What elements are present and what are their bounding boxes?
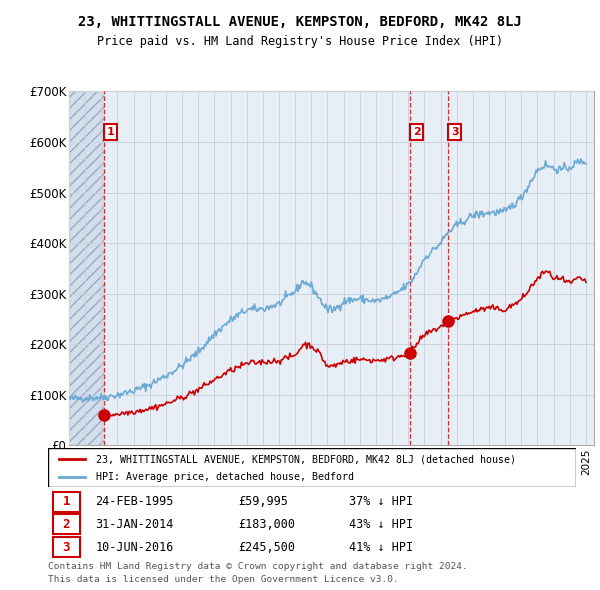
FancyBboxPatch shape bbox=[53, 492, 80, 512]
Text: Contains HM Land Registry data © Crown copyright and database right 2024.: Contains HM Land Registry data © Crown c… bbox=[48, 562, 468, 571]
Text: £183,000: £183,000 bbox=[238, 517, 295, 530]
Text: 23, WHITTINGSTALL AVENUE, KEMPSTON, BEDFORD, MK42 8LJ (detached house): 23, WHITTINGSTALL AVENUE, KEMPSTON, BEDF… bbox=[95, 454, 515, 464]
Text: £59,995: £59,995 bbox=[238, 496, 288, 509]
Text: 1: 1 bbox=[107, 127, 115, 137]
Text: 24-FEB-1995: 24-FEB-1995 bbox=[95, 496, 174, 509]
Text: HPI: Average price, detached house, Bedford: HPI: Average price, detached house, Bedf… bbox=[95, 472, 353, 482]
Text: 2: 2 bbox=[413, 127, 421, 137]
Text: This data is licensed under the Open Government Licence v3.0.: This data is licensed under the Open Gov… bbox=[48, 575, 399, 584]
Text: 1: 1 bbox=[63, 496, 70, 509]
FancyBboxPatch shape bbox=[53, 537, 80, 557]
Text: 43% ↓ HPI: 43% ↓ HPI bbox=[349, 517, 413, 530]
Text: Price paid vs. HM Land Registry's House Price Index (HPI): Price paid vs. HM Land Registry's House … bbox=[97, 35, 503, 48]
Text: 41% ↓ HPI: 41% ↓ HPI bbox=[349, 540, 413, 553]
Text: 3: 3 bbox=[63, 540, 70, 553]
Text: 2: 2 bbox=[63, 517, 70, 530]
Text: £245,500: £245,500 bbox=[238, 540, 295, 553]
Bar bbox=[69, 91, 104, 445]
Text: 3: 3 bbox=[451, 127, 458, 137]
Text: 31-JAN-2014: 31-JAN-2014 bbox=[95, 517, 174, 530]
Text: 23, WHITTINGSTALL AVENUE, KEMPSTON, BEDFORD, MK42 8LJ: 23, WHITTINGSTALL AVENUE, KEMPSTON, BEDF… bbox=[78, 15, 522, 29]
Text: 10-JUN-2016: 10-JUN-2016 bbox=[95, 540, 174, 553]
FancyBboxPatch shape bbox=[53, 514, 80, 534]
Text: 37% ↓ HPI: 37% ↓ HPI bbox=[349, 496, 413, 509]
Bar bbox=[69, 91, 104, 445]
Bar bbox=[69, 91, 104, 445]
